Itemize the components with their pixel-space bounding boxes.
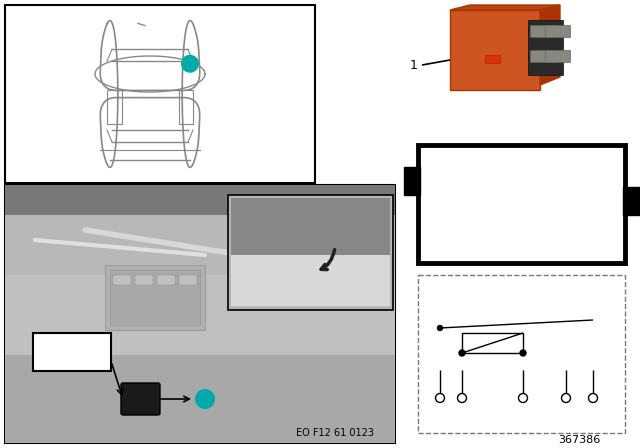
- Bar: [450, 10, 540, 90]
- Bar: [530, 50, 555, 62]
- Bar: [105, 265, 205, 330]
- Bar: [623, 187, 639, 215]
- Bar: [113, 275, 131, 285]
- Circle shape: [561, 393, 570, 402]
- Text: 1: 1: [410, 59, 418, 72]
- Bar: [108, 90, 122, 124]
- Text: 87: 87: [529, 162, 543, 172]
- Bar: [231, 198, 390, 255]
- Bar: [528, 20, 563, 75]
- Circle shape: [459, 350, 465, 356]
- Bar: [228, 195, 393, 310]
- Bar: [545, 50, 570, 62]
- Bar: [179, 90, 193, 124]
- Bar: [135, 275, 153, 285]
- Text: 30: 30: [433, 195, 447, 205]
- Bar: [5, 185, 395, 215]
- Bar: [5, 355, 395, 443]
- Text: 1: 1: [186, 59, 194, 69]
- Text: 87a: 87a: [583, 417, 603, 427]
- Circle shape: [195, 389, 215, 409]
- Text: 1: 1: [201, 394, 209, 404]
- Text: 5: 5: [589, 407, 596, 417]
- Bar: [485, 55, 500, 63]
- Bar: [157, 275, 175, 285]
- Bar: [530, 25, 555, 37]
- Bar: [462, 333, 523, 353]
- Text: 2: 2: [563, 407, 570, 417]
- Bar: [179, 275, 197, 285]
- Text: 85: 85: [593, 195, 607, 205]
- Text: 367386: 367386: [557, 435, 600, 445]
- Bar: [545, 25, 570, 37]
- Circle shape: [589, 393, 598, 402]
- Polygon shape: [540, 5, 560, 85]
- Text: K15: K15: [58, 340, 86, 353]
- Text: 86: 86: [453, 228, 467, 238]
- Bar: [5, 275, 395, 355]
- Text: 87a: 87a: [520, 195, 541, 205]
- Text: K15*1B: K15*1B: [46, 353, 98, 366]
- Bar: [110, 270, 200, 325]
- Circle shape: [435, 393, 445, 402]
- Bar: [5, 215, 395, 275]
- Bar: [231, 255, 390, 306]
- Text: 8: 8: [520, 407, 526, 417]
- Text: 86: 86: [516, 417, 530, 427]
- Bar: [418, 145, 625, 263]
- Text: 4: 4: [459, 407, 465, 417]
- Bar: [33, 333, 111, 371]
- Circle shape: [181, 55, 199, 73]
- Bar: [5, 5, 315, 183]
- Bar: [404, 167, 420, 195]
- Circle shape: [458, 393, 467, 402]
- Text: EO F12 61 0123: EO F12 61 0123: [296, 428, 374, 438]
- Bar: [5, 185, 395, 443]
- Text: 6: 6: [436, 407, 444, 417]
- Bar: [418, 275, 625, 433]
- Circle shape: [438, 326, 442, 331]
- Text: 85: 85: [456, 417, 468, 427]
- Polygon shape: [450, 5, 560, 10]
- FancyBboxPatch shape: [121, 383, 160, 415]
- Bar: [231, 198, 390, 307]
- Circle shape: [518, 393, 527, 402]
- Text: 87: 87: [559, 417, 573, 427]
- Circle shape: [520, 350, 526, 356]
- Text: 30: 30: [433, 417, 447, 427]
